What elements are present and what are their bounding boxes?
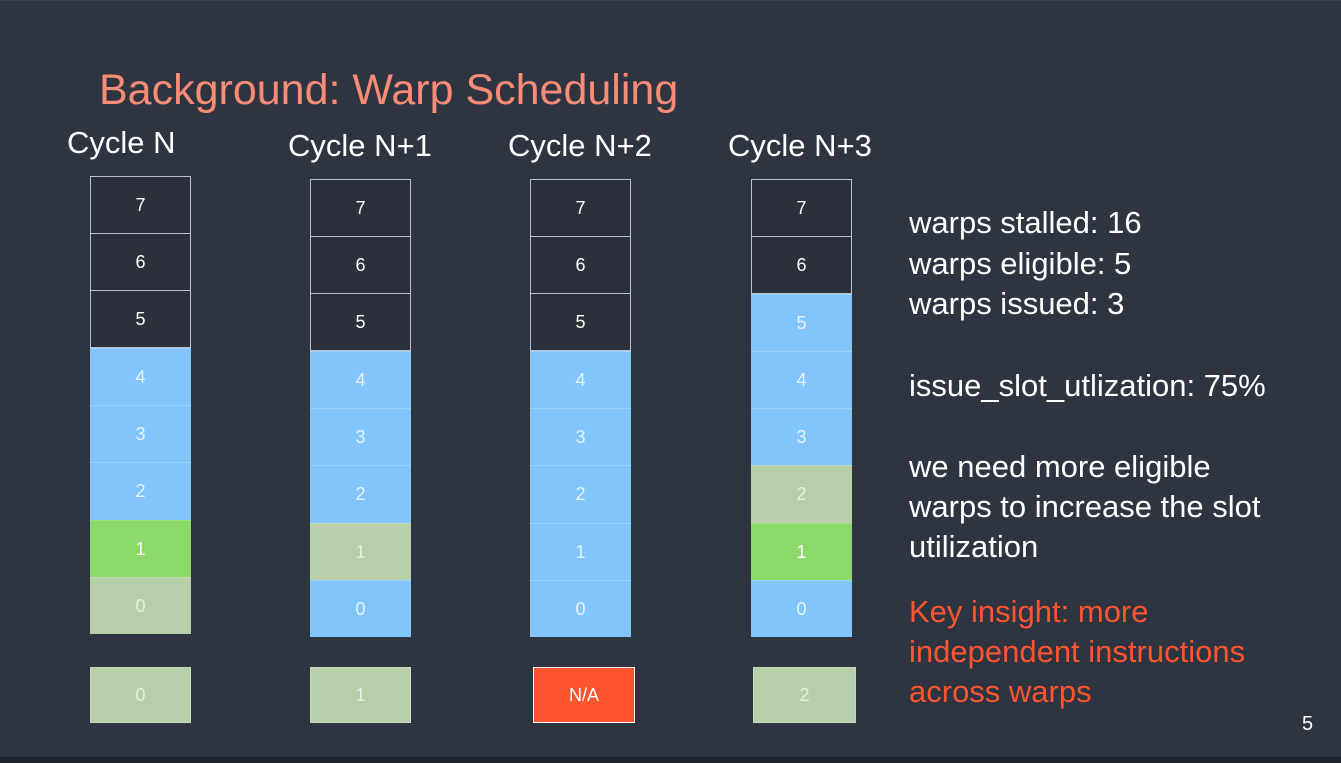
insight-line: Key insight: more bbox=[909, 594, 1149, 629]
cycle-label-n2: Cycle N+2 bbox=[508, 128, 652, 163]
warp-stack-cycle-n: 7 6 5 4 3 2 1 0 bbox=[90, 176, 191, 634]
warp-slot: 7 bbox=[751, 179, 852, 237]
warp-slot: 2 bbox=[90, 462, 191, 520]
issued-warp-cycle-n2: N/A bbox=[533, 667, 635, 723]
warp-slot: 6 bbox=[751, 237, 852, 294]
warp-slot: 0 bbox=[310, 580, 411, 637]
warp-slot: 7 bbox=[530, 179, 631, 237]
note-line: we need more eligible bbox=[909, 449, 1211, 484]
warp-slot: 5 bbox=[530, 294, 631, 351]
stat-eligible: warps eligible: 5 bbox=[909, 246, 1132, 281]
warp-stack-cycle-n2: 7 6 5 4 3 2 1 0 bbox=[530, 179, 631, 637]
warp-slot: 0 bbox=[751, 580, 852, 637]
warp-slot: 4 bbox=[751, 351, 852, 408]
warp-stack-cycle-n3: 7 6 5 4 3 2 1 0 bbox=[751, 179, 852, 637]
warp-slot: 3 bbox=[751, 408, 852, 465]
warp-slot: 6 bbox=[310, 237, 411, 294]
warp-slot: 4 bbox=[530, 351, 631, 408]
insight-line: across warps bbox=[909, 674, 1092, 709]
cycle-label-n3: Cycle N+3 bbox=[728, 128, 872, 163]
warp-slot: 7 bbox=[310, 179, 411, 237]
warp-slot: 5 bbox=[751, 294, 852, 351]
warp-slot: 3 bbox=[90, 405, 191, 462]
cycle-label-n1: Cycle N+1 bbox=[288, 128, 432, 163]
warp-slot: 0 bbox=[530, 580, 631, 637]
cycle-label-n: Cycle N bbox=[67, 125, 176, 160]
stat-stalled: warps stalled: 16 bbox=[909, 205, 1142, 240]
page-number: 5 bbox=[1302, 713, 1314, 735]
warp-slot: 2 bbox=[530, 465, 631, 523]
key-insight: Key insight: more independent instructio… bbox=[909, 592, 1245, 712]
note-line: utilization bbox=[909, 529, 1039, 564]
warp-slot: 2 bbox=[751, 465, 852, 523]
warp-slot: 1 bbox=[90, 520, 191, 577]
warp-slot: 3 bbox=[310, 408, 411, 465]
warp-slot: 2 bbox=[310, 465, 411, 523]
warp-slot: 1 bbox=[530, 523, 631, 580]
warp-slot: 6 bbox=[530, 237, 631, 294]
insight-line: independent instructions bbox=[909, 634, 1246, 669]
issued-warp-cycle-n: 0 bbox=[90, 667, 191, 723]
slide-title: Background: Warp Scheduling bbox=[99, 66, 679, 114]
warp-slot: 1 bbox=[310, 523, 411, 580]
warp-slot: 4 bbox=[310, 351, 411, 408]
warp-slot: 7 bbox=[90, 176, 191, 234]
issued-warp-cycle-n1: 1 bbox=[310, 667, 411, 723]
note-line: warps to increase the slot bbox=[909, 489, 1261, 524]
stat-issued: warps issued: 3 bbox=[909, 286, 1125, 321]
warp-slot: 4 bbox=[90, 348, 191, 405]
warp-slot: 1 bbox=[751, 523, 852, 580]
warp-slot: 5 bbox=[310, 294, 411, 351]
warp-slot: 6 bbox=[90, 234, 191, 291]
warp-stack-cycle-n1: 7 6 5 4 3 2 1 0 bbox=[310, 179, 411, 637]
stat-utilization: issue_slot_utlization: 75% bbox=[909, 368, 1266, 403]
warp-slot: 0 bbox=[90, 577, 191, 634]
warp-slot: 3 bbox=[530, 408, 631, 465]
issued-warp-cycle-n3: 2 bbox=[753, 667, 856, 723]
bottom-strip bbox=[0, 757, 1341, 763]
warp-slot: 5 bbox=[90, 291, 191, 348]
